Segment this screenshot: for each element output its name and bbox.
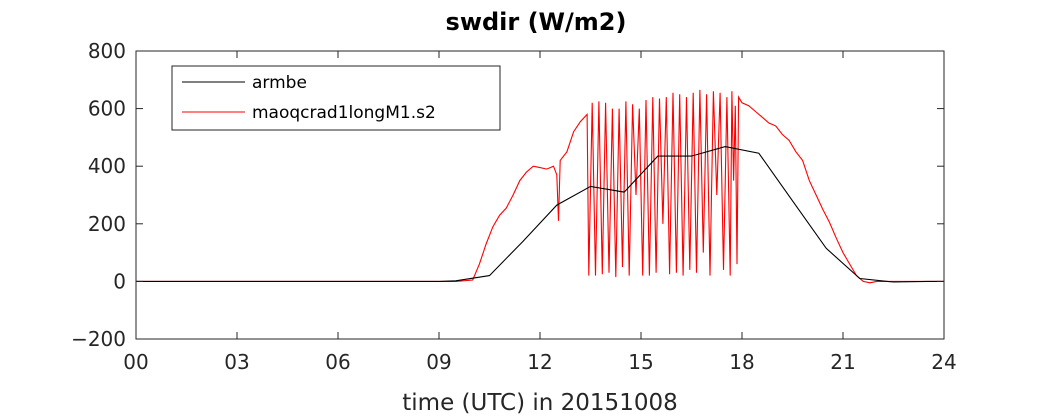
x-tick-label: 09 (426, 350, 451, 374)
legend-label-1: maoqcrad1longM1.s2 (252, 103, 436, 123)
legend: armbe maoqcrad1longM1.s2 (171, 65, 501, 131)
x-tick-label: 15 (628, 350, 653, 374)
legend-label-0: armbe (252, 73, 307, 93)
series-line-0 (136, 146, 944, 283)
x-tick-label: 00 (123, 350, 148, 374)
y-tick-label: 0 (113, 269, 126, 293)
y-tick-label: 800 (88, 39, 126, 63)
x-axis-label: time (UTC) in 20151008 (402, 390, 677, 416)
y-tick-label: −200 (71, 327, 126, 351)
x-tick-label: 06 (325, 350, 350, 374)
x-tick-label: 03 (224, 350, 249, 374)
y-tick-label: 200 (88, 212, 126, 236)
y-tick-label: 600 (88, 97, 126, 121)
x-tick-label: 12 (527, 350, 552, 374)
y-tick-label: 400 (88, 154, 126, 178)
x-tick-label: 24 (931, 350, 956, 374)
chart-title: swdir (W/m2) (446, 8, 627, 36)
series-line-1 (136, 89, 944, 284)
x-tick-label: 21 (830, 350, 855, 374)
legend-box (171, 65, 501, 131)
axes-layer: 00 03 06 09 12 15 18 21 24 −200 0 200 400 600 800 (71, 39, 957, 374)
series-layer (136, 89, 944, 284)
x-tick-label: 18 (729, 350, 754, 374)
